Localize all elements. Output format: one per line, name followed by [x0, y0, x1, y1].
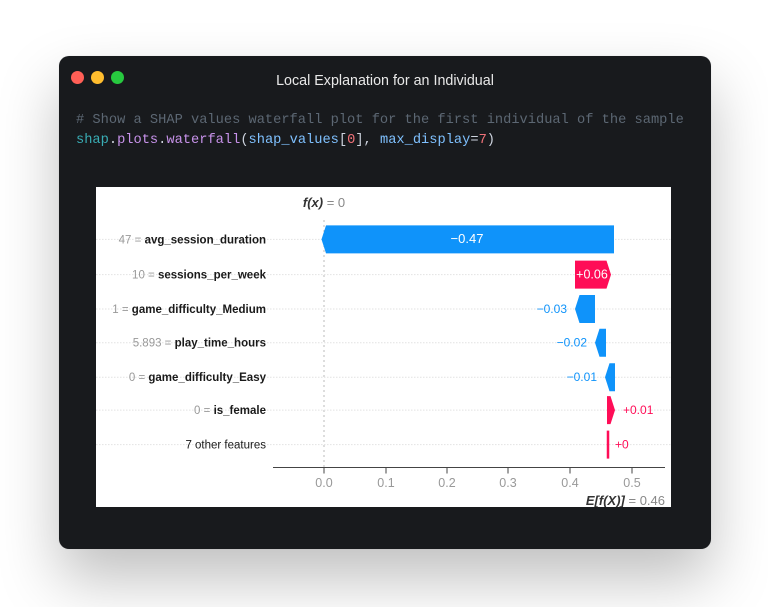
svg-text:0.4: 0.4	[561, 476, 578, 490]
svg-text:−0.47: −0.47	[451, 231, 484, 246]
svg-text:0.3: 0.3	[499, 476, 516, 490]
svg-text:+0.06: +0.06	[576, 268, 608, 282]
svg-text:E[f(X)] = 0.46: E[f(X)] = 0.46	[586, 493, 665, 507]
svg-text:+0: +0	[615, 438, 629, 452]
svg-text:0.5: 0.5	[623, 476, 640, 490]
svg-text:7 other features: 7 other features	[185, 440, 266, 452]
svg-text:f(x) = 0: f(x) = 0	[303, 195, 345, 210]
svg-text:10 = sessions_per_week: 10 = sessions_per_week	[132, 270, 267, 282]
svg-text:−0.01: −0.01	[567, 370, 598, 384]
svg-text:47 = avg_session_duration: 47 = avg_session_duration	[119, 234, 266, 246]
svg-text:−0.02: −0.02	[557, 336, 588, 350]
svg-text:0 = is_female: 0 = is_female	[194, 405, 266, 417]
svg-text:1 = game_difficulty_Medium: 1 = game_difficulty_Medium	[112, 304, 266, 316]
svg-text:5.893 = play_time_hours: 5.893 = play_time_hours	[133, 338, 266, 350]
svg-text:0 = game_difficulty_Easy: 0 = game_difficulty_Easy	[129, 372, 267, 384]
svg-text:+0.01: +0.01	[623, 403, 654, 417]
svg-text:0.0: 0.0	[315, 476, 332, 490]
svg-text:0.1: 0.1	[377, 476, 394, 490]
svg-text:−0.03: −0.03	[537, 302, 568, 316]
svg-text:0.2: 0.2	[438, 476, 455, 490]
